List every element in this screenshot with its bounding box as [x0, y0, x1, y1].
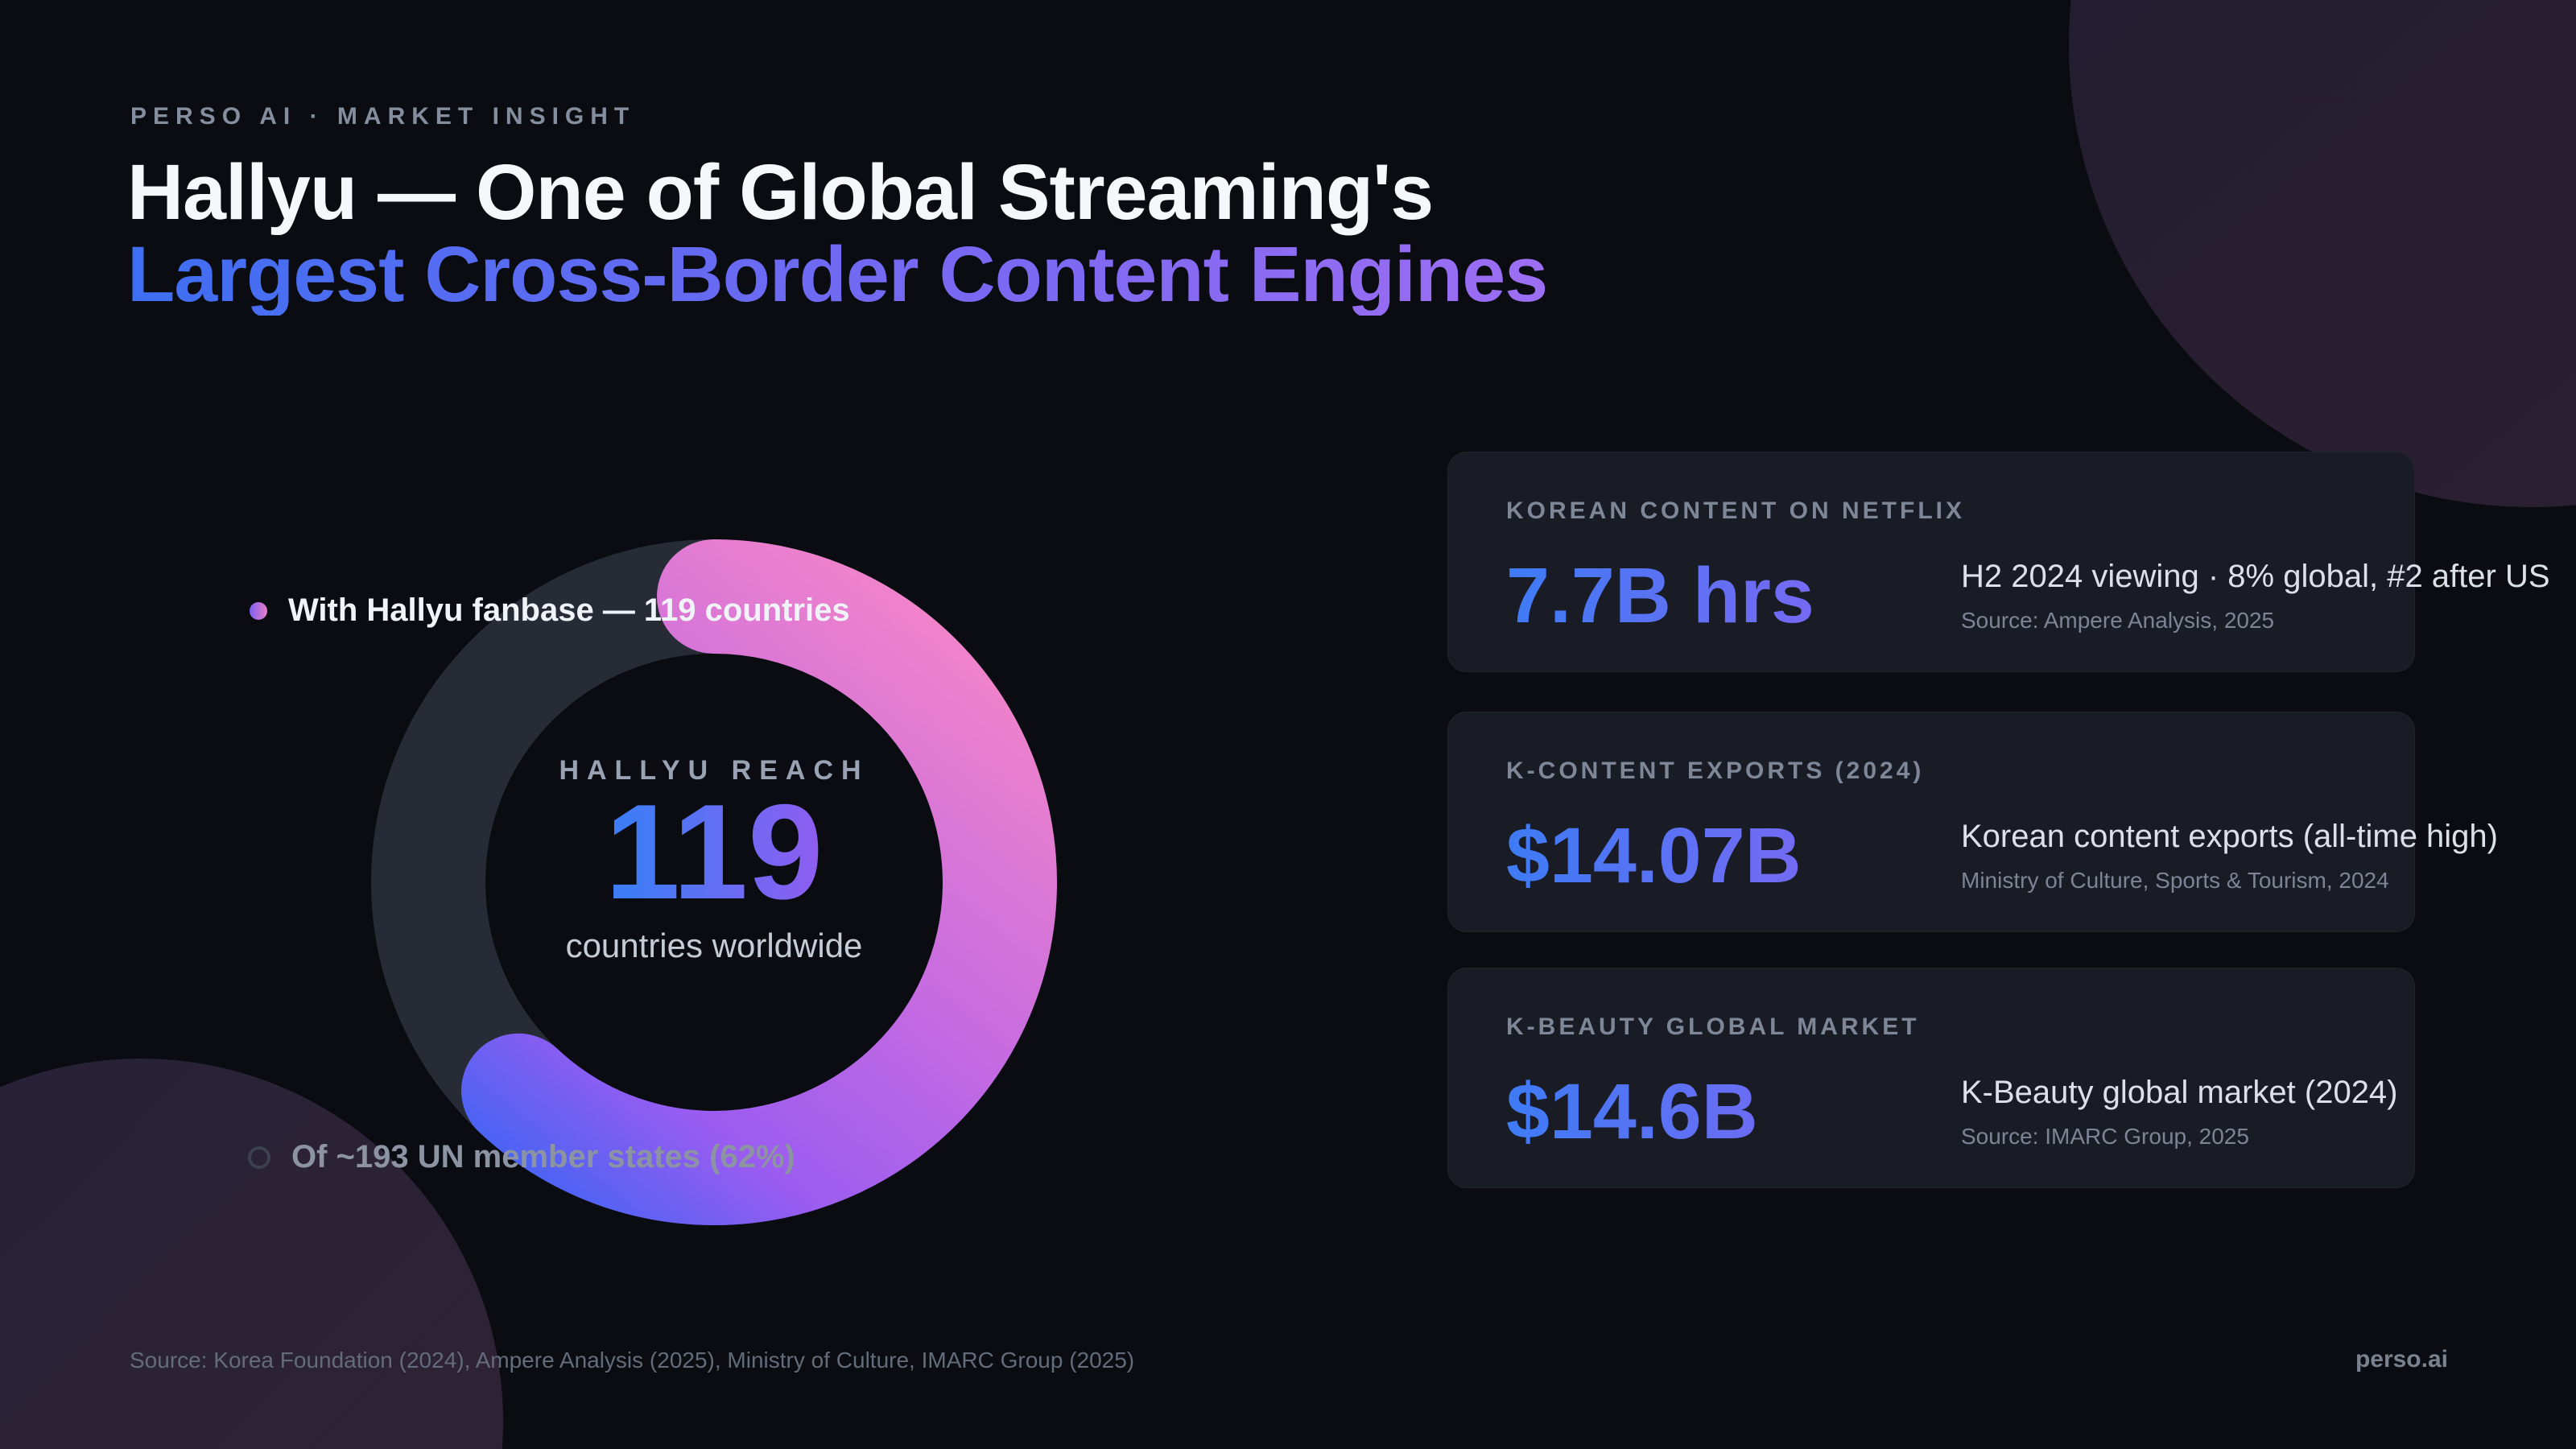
legend-dot-icon: [250, 601, 267, 620]
donut-arc-segment: [461, 539, 1057, 1225]
stat-card-description: H2 2024 viewing · 8% global, #2 after US: [1961, 558, 2550, 594]
stat-card-content: $14.07B Korean content exports (all-time…: [1506, 815, 2498, 896]
stat-card-label: K-BEAUTY GLOBAL MARKET: [1506, 1013, 1920, 1040]
legend-ring-icon: [248, 1146, 270, 1169]
stat-card-exports: K-CONTENT EXPORTS (2024) $14.07B Korean …: [1447, 712, 2498, 932]
stat-card-content: 7.7B hrs H2 2024 viewing · 8% global, #2…: [1506, 555, 2550, 636]
stat-card-info: H2 2024 viewing · 8% global, #2 after US…: [1961, 559, 2550, 634]
donut-center-stats: HALLYU REACH 119 countries worldwide: [432, 755, 996, 965]
legend-item-fanbase: With Hallyu fanbase — 119 countries: [250, 592, 850, 629]
legend-item-un-states: Of ~193 UN member states (62%): [248, 1139, 795, 1175]
page-title: Hallyu — One of Global Streaming's Large…: [127, 148, 1548, 339]
stat-card-netflix: KOREAN CONTENT ON NETFLIX 7.7B hrs H2 20…: [1447, 452, 2550, 672]
stat-card-source: Ministry of Culture, Sports & Tourism, 2…: [1961, 867, 2389, 893]
stat-card-value: $14.6B: [1506, 1071, 1961, 1152]
legend-fanbase-label: With Hallyu fanbase — 119 countries: [288, 592, 850, 628]
brand-logo: perso.ai: [2355, 1346, 2448, 1373]
eyebrow-label: PERSO AI · MARKET INSIGHT: [130, 103, 636, 130]
stat-card-content: $14.6B K-Beauty global market (2024) Sou…: [1506, 1071, 2414, 1152]
stat-card-source: Source: Ampere Analysis, 2025: [1961, 607, 2275, 633]
stat-card-description: K-Beauty global market (2024): [1961, 1074, 2398, 1110]
donut-center-label: HALLYU REACH: [559, 755, 869, 786]
stat-card-description: Korean content exports (all-time high): [1961, 818, 2498, 854]
page-title-line2: Largest Cross-Border Content Engines: [127, 230, 1548, 318]
donut-chart: [371, 539, 1057, 1225]
stat-card-value: $14.07B: [1506, 815, 1961, 896]
footer-sources: Source: Korea Foundation (2024), Ampere …: [130, 1348, 1135, 1373]
legend-un-states-label: Of ~193 UN member states (62%): [291, 1139, 795, 1174]
donut-center-value: 119: [605, 776, 824, 927]
stat-card-kbeauty: K-BEAUTY GLOBAL MARKET $14.6B K-Beauty g…: [1447, 968, 2415, 1188]
stat-card-label: K-CONTENT EXPORTS (2024): [1506, 758, 1925, 784]
stat-card-label: KOREAN CONTENT ON NETFLIX: [1506, 497, 1965, 524]
stat-card-source: Source: IMARC Group, 2025: [1961, 1123, 2249, 1149]
donut-center-subtitle: countries worldwide: [565, 927, 863, 964]
stat-card-info: K-Beauty global market (2024) Source: IM…: [1961, 1075, 2398, 1150]
stat-card-value: 7.7B hrs: [1506, 555, 1961, 636]
page-title-line1: Hallyu — One of Global Streaming's: [127, 148, 1434, 236]
stat-card-info: Korean content exports (all-time high) M…: [1961, 819, 2498, 894]
